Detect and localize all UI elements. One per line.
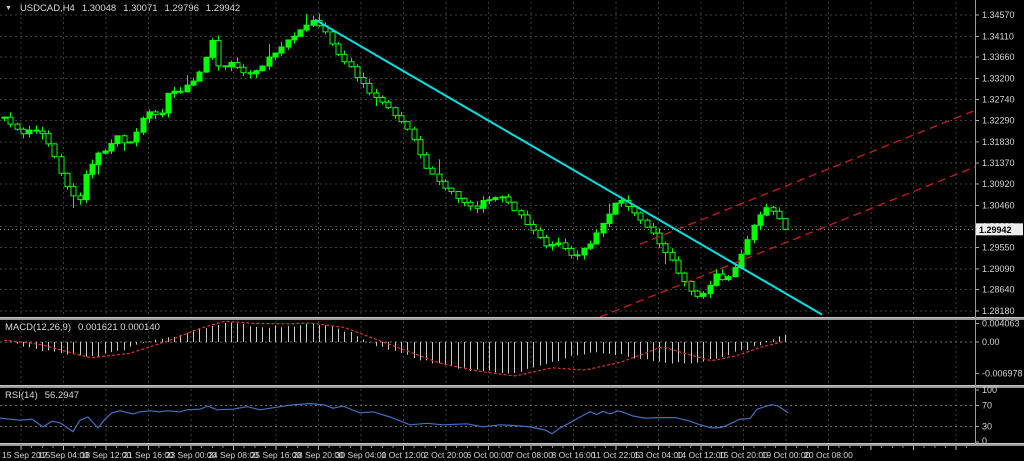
svg-text:23 Sep 00:00: 23 Sep 00:00 (166, 450, 217, 460)
svg-text:30 Sep 04:00: 30 Sep 04:00 (336, 450, 387, 460)
svg-text:15 Sep 2015: 15 Sep 2015 (2, 450, 50, 460)
channel-lines[interactable] (599, 109, 976, 318)
price-axis[interactable]: 1.34570 1.34110 1.33660 1.33200 1.32740 1.322… (975, 0, 1023, 446)
svg-text:15 Oct 20:00: 15 Oct 20:00 (719, 450, 768, 460)
svg-text:1.30920: 1.30920 (982, 179, 1015, 189)
svg-text:1 Oct 12:00: 1 Oct 12:00 (382, 450, 426, 460)
svg-text:1.34570: 1.34570 (982, 10, 1015, 20)
svg-text:1.31830: 1.31830 (982, 137, 1015, 147)
current-price-tag: 1.29942 (976, 223, 1023, 236)
svg-text:-0.006978: -0.006978 (982, 369, 1023, 379)
svg-text:0.00: 0.00 (982, 337, 1000, 347)
svg-text:17 Sep 04:00: 17 Sep 04:00 (38, 450, 89, 460)
svg-text:6 Oct 00:00: 6 Oct 00:00 (467, 450, 511, 460)
rsi-line (0, 402, 789, 435)
macd-histogram (4, 322, 786, 374)
svg-text:18 Sep 12:00: 18 Sep 12:00 (81, 450, 132, 460)
svg-text:20 Oct 08:00: 20 Oct 08:00 (804, 450, 853, 460)
trendline-cyan[interactable] (314, 18, 823, 316)
svg-text:1.30460: 1.30460 (982, 200, 1015, 210)
svg-text:1.28180: 1.28180 (982, 306, 1015, 316)
svg-text:13 Oct 04:00: 13 Oct 04:00 (634, 450, 683, 460)
svg-text:1.32740: 1.32740 (982, 95, 1015, 105)
macd-signal-line (3, 320, 786, 377)
svg-text:1.33200: 1.33200 (982, 73, 1015, 83)
svg-text:1.31370: 1.31370 (982, 158, 1015, 168)
svg-text:1.29550: 1.29550 (982, 242, 1015, 252)
svg-text:30: 30 (982, 421, 992, 431)
svg-text:1.28640: 1.28640 (982, 285, 1015, 295)
svg-text:21 Sep 16:00: 21 Sep 16:00 (123, 450, 174, 460)
svg-text:25 Sep 16:00: 25 Sep 16:00 (251, 450, 302, 460)
channel-line-upper[interactable] (639, 109, 976, 245)
svg-text:70: 70 (982, 401, 992, 411)
svg-text:1.33660: 1.33660 (982, 52, 1015, 62)
svg-text:100: 100 (982, 385, 997, 395)
svg-text:1.29942: 1.29942 (979, 225, 1012, 235)
panel-separators[interactable] (0, 317, 1024, 446)
channel-line-lower[interactable] (599, 166, 976, 318)
svg-text:0.004063: 0.004063 (982, 319, 1020, 329)
svg-text:7 Oct 08:00: 7 Oct 08:00 (509, 450, 553, 460)
candles (1, 13, 789, 299)
svg-text:28 Sep 20:00: 28 Sep 20:00 (293, 450, 344, 460)
svg-text:1.32290: 1.32290 (982, 116, 1015, 126)
svg-text:0: 0 (982, 436, 987, 446)
svg-text:14 Oct 12:00: 14 Oct 12:00 (677, 450, 726, 460)
svg-text:24 Sep 08:00: 24 Sep 08:00 (208, 450, 259, 460)
svg-text:11 Oct 22:05: 11 Oct 22:05 (592, 450, 640, 460)
symbol-dropdown-icon[interactable]: ▼ (5, 5, 12, 12)
svg-text:1.29090: 1.29090 (982, 264, 1015, 274)
svg-text:8 Oct 16:00: 8 Oct 16:00 (552, 450, 596, 460)
svg-text:1.34110: 1.34110 (982, 31, 1014, 41)
svg-text:2 Oct 20:00: 2 Oct 20:00 (424, 450, 468, 460)
svg-text:19 Oct 00:00: 19 Oct 00:00 (762, 450, 811, 460)
